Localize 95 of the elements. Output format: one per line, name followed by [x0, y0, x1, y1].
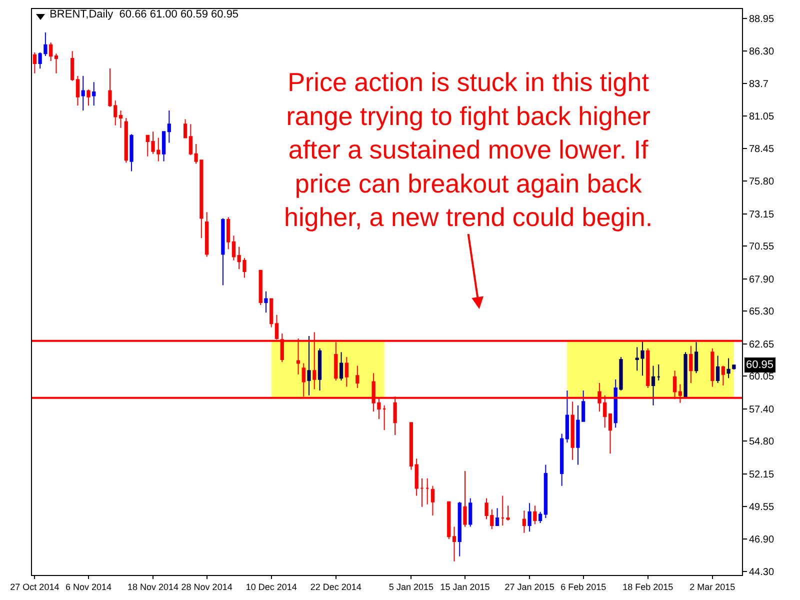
- candlestick: [430, 485, 435, 516]
- candlestick: [162, 131, 166, 162]
- candlestick: [533, 505, 537, 525]
- candlestick: [264, 290, 268, 313]
- x-tick-label: 22 Dec 2014: [310, 582, 362, 592]
- candlestick: [544, 464, 548, 519]
- candlestick: [409, 422, 414, 470]
- x-tick-label: 18 Nov 2014: [127, 582, 179, 592]
- candlestick: [32, 52, 37, 74]
- candlestick: [495, 508, 500, 526]
- candlestick: [560, 433, 564, 486]
- candlestick: [92, 82, 96, 106]
- candlestick: [118, 110, 123, 128]
- candlestick: [49, 42, 53, 62]
- candlestick: [226, 216, 230, 250]
- x-tick-label: 27 Jan 2015: [504, 582, 554, 592]
- candlestick: [54, 53, 58, 74]
- candlestick: [447, 501, 451, 540]
- candlestick: [232, 235, 236, 261]
- y-tick-label: 57.40: [749, 404, 774, 416]
- candlestick: [710, 348, 714, 388]
- candlestick: [732, 364, 736, 370]
- candlestick: [167, 110, 171, 144]
- candlestick: [619, 356, 623, 391]
- candlestick: [646, 348, 650, 388]
- x-tick-label: 5 Jan 2015: [388, 582, 434, 592]
- candlestick: [420, 478, 424, 508]
- candlestick: [570, 401, 574, 460]
- candlestick: [716, 355, 720, 384]
- candlestick: [307, 335, 311, 396]
- candlestick: [608, 413, 612, 454]
- y-tick-label: 78.45: [749, 144, 774, 155]
- text: 60.95: [746, 359, 774, 371]
- annotation: Price action is stuck in this tight range trying to fight back higher after a sustained move lower. If price can breakout again back higher, a new trend could begin.: [284, 67, 653, 232]
- x-tick-label: 18 Feb 2015: [622, 582, 674, 592]
- candlestick: [204, 212, 209, 258]
- y-tick-label: 49.55: [749, 502, 774, 513]
- candlestick: [565, 390, 570, 443]
- chart-title: BRENT,Daily 60.66 61.00 60.59 60.95: [50, 8, 239, 20]
- candlestick: [356, 365, 360, 388]
- candlestick: [656, 364, 660, 382]
- y-tick-label: 75.80: [749, 176, 774, 188]
- x-tick-label: 6 Nov 2014: [65, 582, 112, 592]
- candlestick: [318, 348, 322, 391]
- candlestick: [270, 298, 274, 328]
- candlestick: [130, 134, 134, 172]
- candlestick: [726, 358, 730, 379]
- candlestick: [522, 510, 526, 534]
- candlestick: [452, 526, 456, 562]
- candlestick: [614, 378, 618, 428]
- candlestick: [468, 498, 472, 528]
- y-tick-label: 83.7: [749, 78, 769, 90]
- candlestick: [721, 365, 725, 386]
- x-tick-label: 15 Jan 2015: [440, 582, 490, 592]
- y-tick-label: 81.05: [749, 112, 774, 123]
- candlestick: [221, 218, 225, 286]
- candlestick: [183, 118, 188, 138]
- candlestick: [344, 356, 348, 388]
- candlestick: [86, 89, 90, 106]
- candlestick: [694, 342, 698, 374]
- candlestick: [339, 352, 344, 382]
- candlestick: [76, 75, 80, 106]
- y-tick-label: 62.65: [749, 340, 774, 351]
- x-tick-label: 6 Feb 2015: [560, 582, 606, 592]
- candlestick: [684, 352, 688, 398]
- candlestick: [651, 365, 656, 406]
- y-tick-label: 65.30: [749, 306, 774, 318]
- candlestick: [506, 505, 510, 522]
- candlestick: [70, 50, 74, 82]
- y-tick-label: 67.90: [749, 274, 774, 286]
- x-tick-label: 2 Mar 2015: [690, 582, 736, 592]
- candlestick: [458, 501, 462, 557]
- candlestick: [81, 75, 85, 112]
- y-tick-label: 44.30: [749, 566, 774, 578]
- y-tick-label: 86.30: [749, 46, 774, 58]
- candlestick: [258, 270, 262, 306]
- y-tick-label: 73.15: [749, 209, 774, 220]
- y-tick-label: 88.95: [749, 14, 774, 25]
- y-tick-label: 60.05: [749, 372, 774, 383]
- candlestick: [500, 495, 504, 526]
- candlestick: [414, 458, 418, 496]
- candlestick: [124, 117, 128, 164]
- y-tick-label: 52.15: [749, 470, 774, 481]
- candlestick: [689, 345, 693, 384]
- candlestick: [382, 404, 386, 431]
- y-tick-label: 46.90: [749, 534, 774, 546]
- y-tick-label: 70.55: [749, 242, 774, 253]
- candlestick: [426, 478, 430, 505]
- candlestick: [538, 511, 542, 524]
- x-tick-label: 28 Nov 2014: [181, 582, 232, 592]
- y-tick-label: 54.80: [749, 436, 774, 448]
- x-tick-label: 27 Oct 2014: [10, 582, 60, 592]
- x-tick-label: 10 Dec 2014: [246, 582, 297, 592]
- candlestick: [463, 470, 467, 528]
- candlestick: [528, 502, 532, 532]
